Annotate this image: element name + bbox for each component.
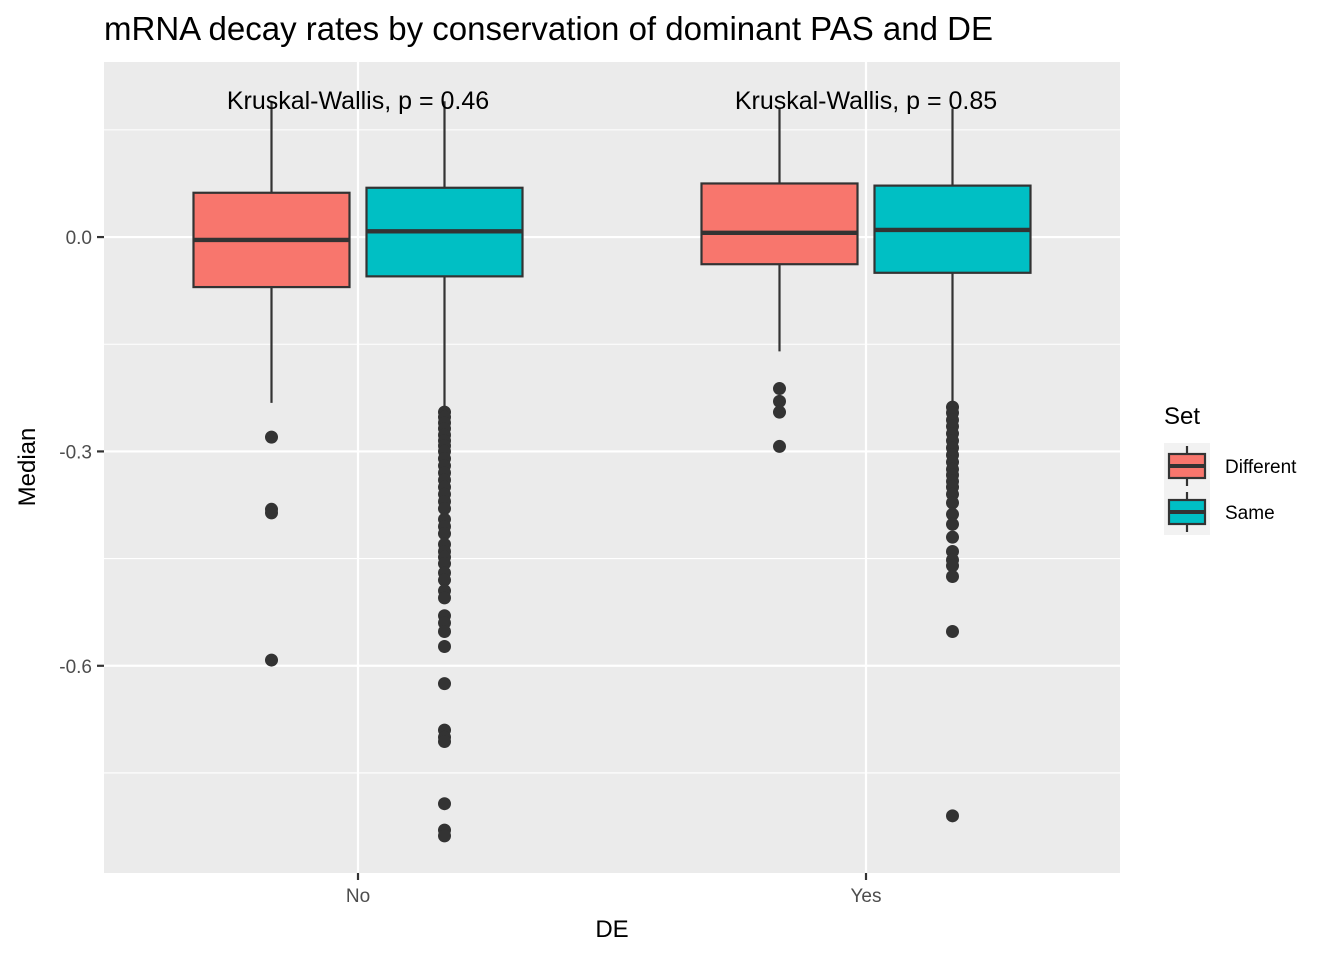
outlier-point bbox=[946, 507, 959, 521]
outlier-point bbox=[438, 557, 451, 571]
x-tick-label: Yes bbox=[851, 886, 882, 907]
outlier-point bbox=[438, 527, 451, 541]
outlier-point bbox=[946, 530, 959, 544]
outlier-point bbox=[773, 382, 786, 396]
outlier-point bbox=[773, 439, 786, 453]
box-same-no bbox=[365, 101, 524, 843]
box-different-no bbox=[192, 101, 351, 667]
annotations: Kruskal-Wallis, p = 0.46 Kruskal-Wallis, … bbox=[227, 87, 997, 115]
outlier-point bbox=[438, 573, 451, 587]
box-iqr bbox=[700, 182, 859, 266]
chart-title: mRNA decay rates by conservation of domi… bbox=[104, 10, 993, 47]
annotation-label: Kruskal-Wallis, p = 0.46 bbox=[227, 87, 489, 115]
outlier-point bbox=[265, 653, 278, 667]
x-axis-title: DE bbox=[595, 916, 628, 943]
annotation-label: Kruskal-Wallis, p = 0.85 bbox=[735, 87, 997, 115]
y-tick-label: 0.0 bbox=[66, 228, 92, 249]
box-same-yes bbox=[873, 108, 1032, 823]
outlier-point bbox=[946, 624, 959, 638]
legend-item-different: Different bbox=[1164, 443, 1297, 489]
outlier-point bbox=[438, 624, 451, 638]
outlier-point bbox=[946, 517, 959, 531]
legend: Set Different Same bbox=[1164, 403, 1297, 535]
outlier-point bbox=[946, 569, 959, 583]
outlier-point bbox=[265, 506, 278, 520]
outlier-point bbox=[265, 430, 278, 444]
y-tick-label: -0.3 bbox=[59, 442, 92, 463]
outlier-point bbox=[773, 405, 786, 419]
y-tick-label: -0.6 bbox=[59, 657, 92, 678]
plot-panel bbox=[104, 62, 1120, 873]
outlier-point bbox=[438, 735, 451, 749]
y-axis: 0.0 -0.3 -0.6 bbox=[59, 228, 104, 678]
outlier-point bbox=[946, 809, 959, 823]
legend-label: Different bbox=[1225, 457, 1297, 478]
legend-item-same: Same bbox=[1164, 489, 1275, 535]
box-series bbox=[192, 101, 1032, 843]
outlier-point bbox=[946, 559, 959, 573]
x-tick-label: No bbox=[346, 886, 370, 907]
outlier-point bbox=[438, 639, 451, 653]
y-axis-title: Median bbox=[14, 428, 41, 507]
box-different-yes bbox=[700, 108, 859, 453]
outlier-point bbox=[438, 677, 451, 691]
outlier-point bbox=[438, 591, 451, 605]
x-axis: No Yes bbox=[346, 873, 882, 907]
legend-label: Same bbox=[1225, 503, 1275, 524]
outlier-point bbox=[438, 502, 451, 516]
legend-title: Set bbox=[1164, 403, 1200, 430]
outlier-point bbox=[438, 797, 451, 811]
outlier-point bbox=[946, 496, 959, 510]
outlier-point bbox=[773, 394, 786, 408]
outlier-point bbox=[438, 829, 451, 843]
